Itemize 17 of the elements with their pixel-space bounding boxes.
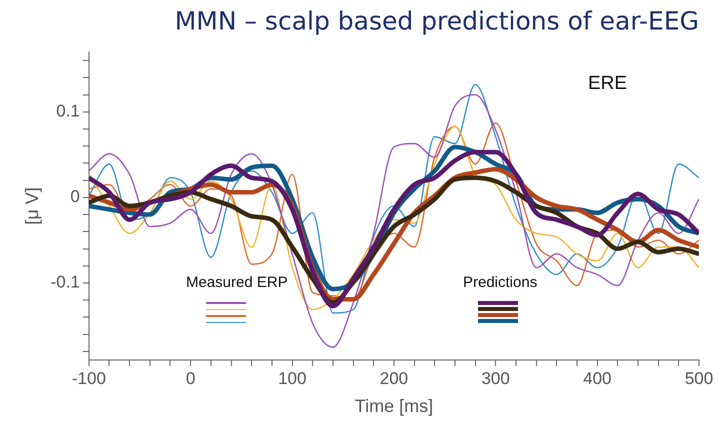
x-axis-title: Time [ms] bbox=[354, 396, 434, 416]
line-series bbox=[88, 94, 699, 348]
x-tick-label: 400 bbox=[583, 368, 612, 388]
chart-title: MMN – scalp based predictions of ear-EEG bbox=[174, 6, 699, 36]
x-tick-label: 200 bbox=[380, 368, 408, 388]
x-tick-label: 500 bbox=[684, 368, 714, 388]
y-tick-label: -0.1 bbox=[50, 272, 80, 292]
x-tick-label: -100 bbox=[72, 368, 106, 388]
annotation: Predictions bbox=[463, 274, 538, 291]
y-tick-label: 0.1 bbox=[56, 102, 80, 121]
annotation: Measured ERP bbox=[186, 274, 288, 291]
y-axis-title: [μ V] bbox=[22, 187, 42, 225]
annotation: ERE bbox=[588, 73, 628, 95]
x-tick-label: 100 bbox=[278, 368, 306, 388]
x-tick-label: 300 bbox=[481, 368, 510, 388]
x-tick-label: 0 bbox=[186, 368, 196, 388]
y-tick-label: 0 bbox=[70, 187, 80, 206]
